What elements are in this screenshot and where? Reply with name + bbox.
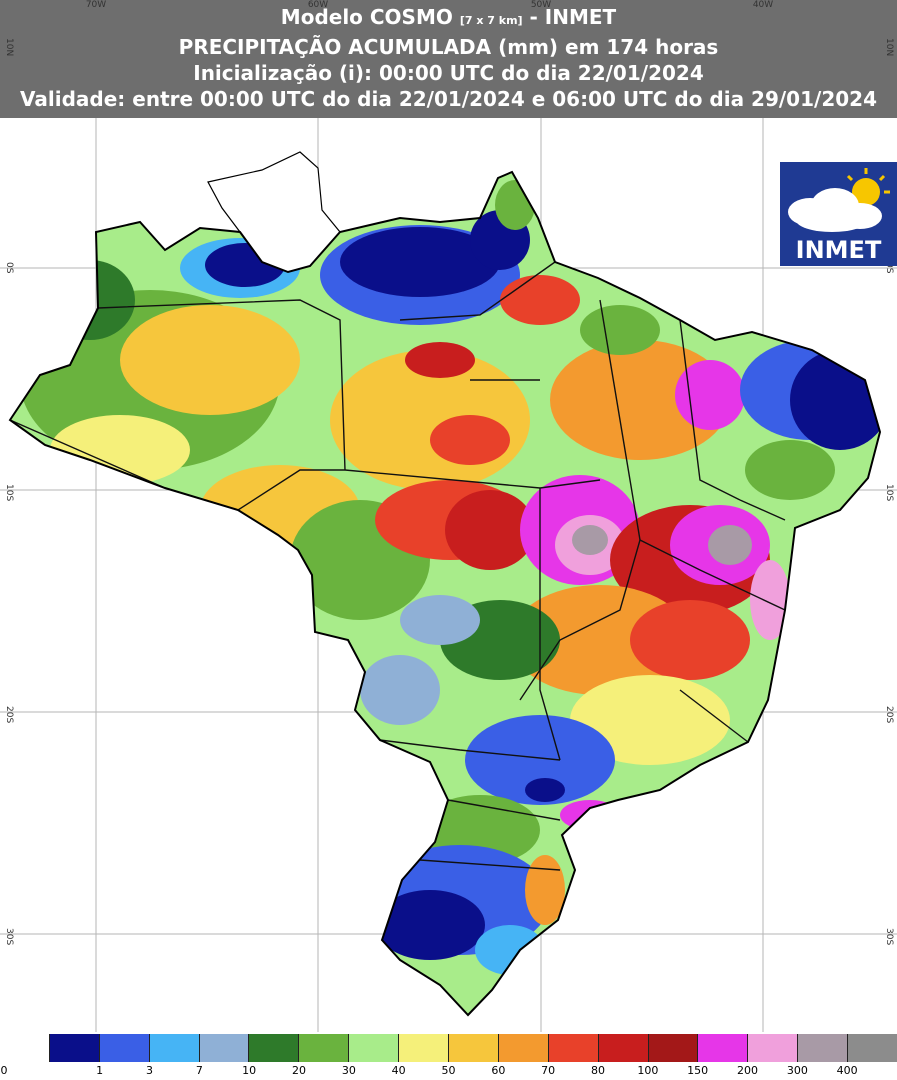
title-resolution: [7 x 7 km] bbox=[459, 14, 523, 27]
colorbar-tick-label: 1 bbox=[96, 1064, 104, 1077]
colorbar-swatch bbox=[99, 1034, 150, 1062]
colorbar-tick-label: 7 bbox=[195, 1064, 203, 1077]
colorbar-swatch bbox=[299, 1034, 350, 1062]
colorbar-swatch bbox=[0, 1034, 50, 1062]
colorbar-swatch bbox=[648, 1034, 699, 1062]
colorbar-swatch bbox=[49, 1034, 100, 1062]
title-line-model: Modelo COSMO [7 x 7 km] - INMET bbox=[0, 0, 897, 34]
colorbar-tick-label: 300 bbox=[786, 1064, 808, 1077]
colorbar-tick-label: 150 bbox=[687, 1064, 709, 1077]
precipitation-map bbox=[0, 118, 897, 1032]
colorbar-tick-label: 80 bbox=[591, 1064, 605, 1077]
colorbar-swatch bbox=[798, 1034, 849, 1062]
colorbar-tick-label: 60 bbox=[491, 1064, 506, 1077]
title-line-validity: Validade: entre 00:00 UTC do dia 22/01/2… bbox=[20, 87, 877, 111]
colorbar-labels: 0 1 3 7 10 20 30 40 50 60 70 80 100 150 200 300 400 bbox=[0, 1064, 897, 1080]
colorbar-swatch bbox=[399, 1034, 450, 1062]
map-title-header: Modelo COSMO [7 x 7 km] - INMET PRECIPIT… bbox=[0, 0, 897, 118]
colorbar-swatch bbox=[498, 1034, 549, 1062]
title-model-name: Modelo COSMO bbox=[280, 5, 460, 29]
colorbar-tick-label: 50 bbox=[441, 1064, 456, 1077]
colorbar-swatch bbox=[349, 1034, 400, 1062]
colorbar-swatch bbox=[698, 1034, 749, 1062]
colorbar-swatch bbox=[449, 1034, 499, 1062]
colorbar-tick-label: 0 bbox=[0, 1064, 8, 1077]
colorbar-swatch bbox=[748, 1034, 799, 1062]
logo-text: INMET bbox=[795, 236, 882, 264]
colorbar-tick-label: 100 bbox=[637, 1064, 659, 1077]
colorbar-swatch bbox=[199, 1034, 250, 1062]
colorbar-swatch bbox=[249, 1034, 300, 1062]
colorbar-tick-label: 3 bbox=[146, 1064, 153, 1077]
colorbar-swatch bbox=[598, 1034, 649, 1062]
colorbar-swatch bbox=[548, 1034, 599, 1062]
longitude-label: 40W bbox=[752, 0, 774, 10]
longitude-label: 70W bbox=[85, 0, 107, 10]
title-line-variable: PRECIPITAÇÃO ACUMULADA (mm) em 174 horas bbox=[178, 35, 719, 59]
inmet-logo: INMET bbox=[780, 162, 897, 266]
colorbar-tick-label: 20 bbox=[292, 1064, 306, 1077]
title-institution: - INMET bbox=[522, 5, 617, 29]
longitude-label: 50W bbox=[530, 0, 552, 10]
state-borders bbox=[9, 261, 786, 871]
precipitation-colorbar bbox=[0, 1034, 897, 1062]
colorbar-tick-label: 400 bbox=[836, 1064, 858, 1077]
colorbar-tick-label: 40 bbox=[391, 1064, 406, 1077]
colorbar-tick-label: 10 bbox=[242, 1064, 257, 1077]
colorbar-tick-label: 70 bbox=[541, 1064, 556, 1077]
colorbar-swatch bbox=[149, 1034, 200, 1062]
title-line-initialization: Inicialização (i): 00:00 UTC do dia 22/0… bbox=[193, 61, 704, 85]
cloud-sun-icon bbox=[788, 168, 890, 232]
colorbar-tick-label: 30 bbox=[341, 1064, 356, 1077]
colorbar-swatch bbox=[848, 1034, 897, 1062]
longitude-label: 60W bbox=[307, 0, 329, 10]
colorbar-tick-label: 200 bbox=[737, 1064, 758, 1077]
precipitation-field bbox=[10, 172, 880, 1015]
